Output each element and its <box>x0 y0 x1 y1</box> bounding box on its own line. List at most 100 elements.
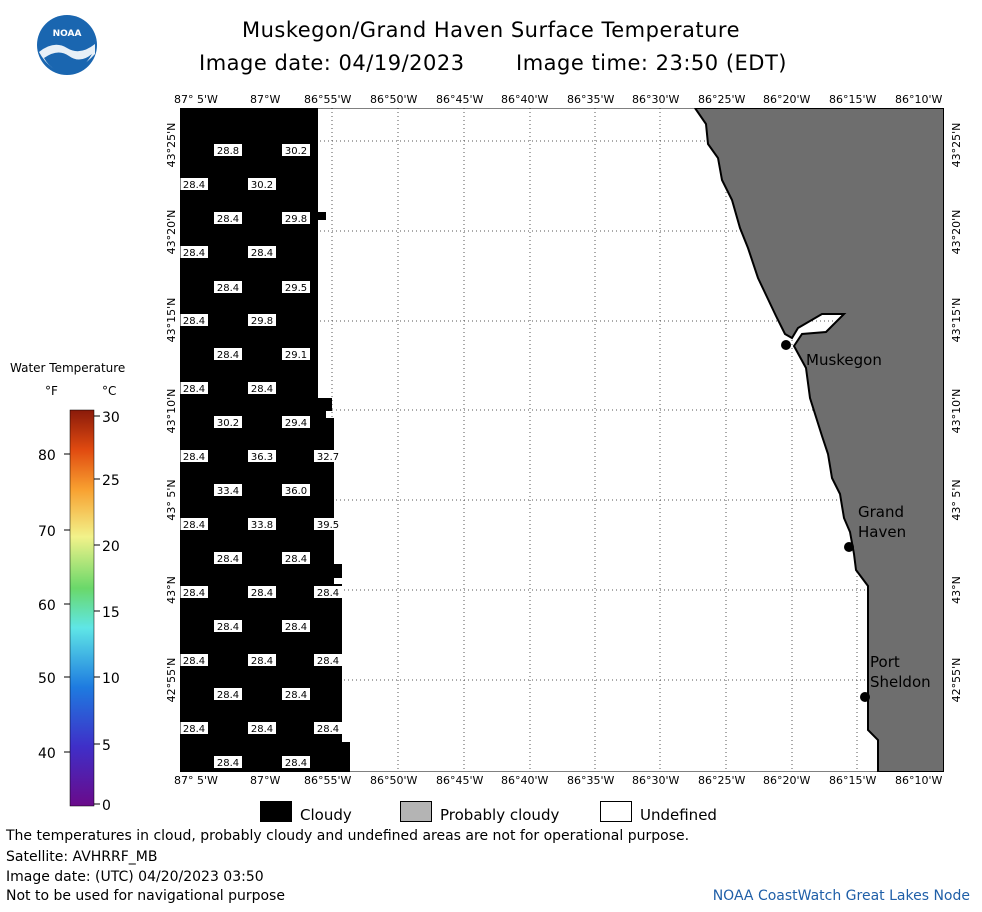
lon-label: 87°W <box>250 774 281 787</box>
muskegon-marker <box>781 340 791 350</box>
undefined-label: Undefined <box>640 806 717 824</box>
f-tick: 80 <box>38 448 56 464</box>
utc-date: Image date: (UTC) 04/20/2023 03:50 <box>6 869 264 885</box>
lon-label: 86°15'W <box>829 93 877 106</box>
image-time: Image time: 23:50 (EDT) <box>516 51 787 75</box>
temp-value: 32.7 <box>317 452 339 463</box>
temp-value: 30.2 <box>217 418 239 429</box>
temp-value: 28.4 <box>317 656 339 667</box>
temp-label-box <box>282 688 310 700</box>
logo-text: NOAA <box>53 29 82 39</box>
temp-value: 33.8 <box>251 520 273 531</box>
lon-label: 86°15'W <box>829 774 877 787</box>
temp-label-box <box>282 212 310 224</box>
lat-label: 43°15'N <box>165 298 178 343</box>
lat-label: 42°55'N <box>165 658 178 703</box>
lon-label: 86°40'W <box>501 774 549 787</box>
temp-label-box <box>180 382 208 394</box>
temp-label-box <box>248 450 276 462</box>
probably-cloudy-swatch <box>400 801 432 822</box>
temp-label-box <box>314 518 342 530</box>
temp-value: 28.4 <box>285 554 307 565</box>
lat-label: 43°N <box>165 576 178 604</box>
temp-value: 28.4 <box>251 588 273 599</box>
lon-label: 86°20'W <box>763 93 811 106</box>
temp-label-box <box>248 518 276 530</box>
c-tick: 25 <box>102 473 120 489</box>
map-title: Muskegon/Grand Haven Surface Temperature <box>241 18 741 42</box>
temp-value: 28.4 <box>251 248 273 259</box>
cloudy-region <box>180 108 350 772</box>
map-area: 28.8 30.2 28.4 30.2 28.4 29.8 28.4 28.4 28.4 29.5… <box>180 108 944 772</box>
temp-label-box <box>180 586 208 598</box>
temp-value: 33.4 <box>217 486 239 497</box>
disclaimer-navigation: Not to be used for navigational purpose <box>6 888 285 904</box>
temp-value: 28.4 <box>285 622 307 633</box>
f-tick: 60 <box>38 598 56 614</box>
lon-label: 86°50'W <box>370 93 418 106</box>
lat-label: 43°10'N <box>165 389 178 434</box>
city-markers: Muskegon Grand Haven Port Sheldon <box>781 340 931 702</box>
disclaimer-clouds: The temperatures in cloud, probably clou… <box>6 828 690 844</box>
temp-value: 28.4 <box>183 248 205 259</box>
temp-label-box <box>214 552 242 564</box>
lon-label: 87°W <box>250 93 281 106</box>
lon-label: 86°10'W <box>895 774 943 787</box>
cloudy-label: Cloudy <box>300 806 352 824</box>
lat-label: 43° 5'N <box>165 479 178 520</box>
c-tick: 0 <box>102 798 111 814</box>
lat-label: 43°15'N <box>950 298 963 343</box>
lat-labels-left: 43°25'N 43°20'N 43°15'N 43°10'N 43° 5'N … <box>165 123 178 703</box>
temp-value: 28.4 <box>183 656 205 667</box>
temp-label-box <box>314 654 342 666</box>
undefined-swatch <box>600 801 632 822</box>
temp-label-box <box>180 178 208 190</box>
temp-label-box <box>248 654 276 666</box>
lon-label: 86°35'W <box>567 93 615 106</box>
lon-label: 86°20'W <box>763 774 811 787</box>
lat-label: 43°25'N <box>950 123 963 168</box>
legend-title: Water Temperature <box>10 361 126 375</box>
temp-label-box <box>282 552 310 564</box>
lat-label: 43°10'N <box>950 389 963 434</box>
temp-value: 28.4 <box>217 690 239 701</box>
temp-label-box <box>248 314 276 326</box>
temp-label-box <box>282 144 310 156</box>
temp-value: 28.4 <box>217 214 239 225</box>
temp-value: 28.4 <box>217 350 239 361</box>
port-sheldon-marker <box>860 692 870 702</box>
muskegon-label: Muskegon <box>806 351 882 369</box>
temp-value: 28.4 <box>285 758 307 769</box>
f-tick: 40 <box>38 746 56 762</box>
temp-value: 29.8 <box>251 316 273 327</box>
temp-value: 28.4 <box>183 452 205 463</box>
lat-label: 43° 5'N <box>950 479 963 520</box>
temp-label-box <box>214 620 242 632</box>
temp-value: 28.4 <box>251 384 273 395</box>
temp-value: 29.8 <box>285 214 307 225</box>
node-credit: NOAA CoastWatch Great Lakes Node <box>712 888 970 904</box>
temperature-labels: 28.8 30.2 28.4 30.2 28.4 29.8 28.4 28.4 28.4 29.5… <box>180 144 342 769</box>
temp-value: 29.5 <box>285 283 307 294</box>
temp-label-box <box>314 722 342 734</box>
unit-c: °C <box>102 384 117 398</box>
temp-value: 28.4 <box>217 758 239 769</box>
temp-label-box <box>214 484 242 496</box>
temp-label-box <box>282 756 310 768</box>
temp-value: 28.4 <box>285 690 307 701</box>
lon-label: 87° 5'W <box>174 93 218 106</box>
lon-label: 86°50'W <box>370 774 418 787</box>
c-tick: 30 <box>102 410 120 426</box>
temp-label-box <box>282 620 310 632</box>
noaa-logo: NOAA <box>37 15 97 75</box>
temp-label-box <box>314 586 342 598</box>
lon-label: 86°30'W <box>632 774 680 787</box>
temp-value: 28.4 <box>217 554 239 565</box>
lon-label: 86°45'W <box>436 93 484 106</box>
temp-label-box <box>214 212 242 224</box>
color-bar <box>69 409 95 807</box>
temp-value: 28.4 <box>251 724 273 735</box>
temp-value: 28.4 <box>183 520 205 531</box>
unit-f: °F <box>45 384 58 398</box>
grand-haven-marker <box>844 542 854 552</box>
